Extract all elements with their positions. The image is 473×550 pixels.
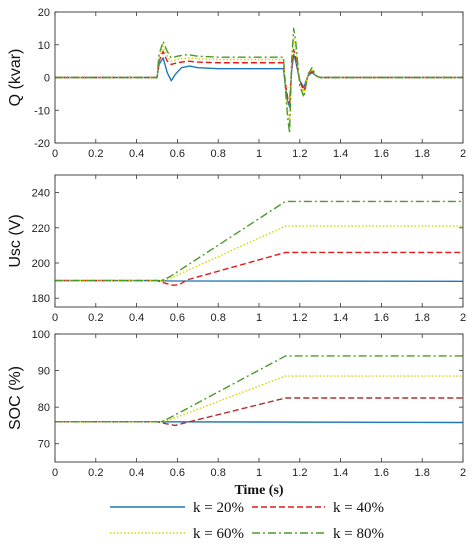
chart-panel-3: 0 0.2 0.4 0.6 0.8 1 1.2 1.4 1.6 1.8 2 70 80 90 100 SOC … [7,329,466,498]
x-tick-label: 0.4 [129,148,144,160]
series-line-k20 [55,279,463,282]
x-tick-label: 1.6 [374,312,389,324]
x-tick-label: 1.2 [292,467,307,479]
x-tick-label: 0.2 [88,467,103,479]
x-tick-label: 0.8 [211,148,226,160]
y-tick-label: 200 [32,258,50,270]
y-tick-label: 0 [44,73,50,85]
x-tick-label: 1.4 [333,312,348,324]
plot-area [55,175,463,307]
y-tick-label: 240 [32,188,50,200]
x-tick-label: 1.8 [415,467,430,479]
y-tick-label: 20 [38,7,50,19]
y-tick-label: -20 [34,138,50,150]
x-tick-label: 0.6 [170,312,185,324]
x-tick-label: 1.6 [374,467,389,479]
plot-frame [54,174,464,308]
series-line-k60 [55,37,463,125]
series-line-k40 [55,48,463,105]
x-tick-label: 0.4 [129,467,144,479]
x-tick-label: 2 [460,148,466,160]
series-line-k80 [55,200,463,282]
x-tick-label: 2 [460,467,466,479]
y-tick-label: 10 [38,40,50,52]
x-tick-label: 0 [52,148,58,160]
x-tick-label: 0.2 [88,148,103,160]
x-tick-label: 1.4 [333,467,348,479]
y-axis-label: Q (kvar) [7,49,24,107]
y-tick-label: 100 [32,329,50,341]
x-tick-label: 1 [256,148,262,160]
y-tick-label: 180 [32,293,50,305]
legend-label: k = 40% [333,500,384,516]
x-tick-label: 1 [256,467,262,479]
legend-label: k = 80% [333,526,384,542]
x-tick-label: 0.8 [211,467,226,479]
plot-area [55,334,463,462]
x-axis-label: Time (s) [234,483,283,498]
x-tick-label: 1.8 [415,148,430,160]
series-line-k20 [55,421,463,424]
x-tick-label: 1.6 [374,148,389,160]
plot-frame [54,11,464,144]
y-tick-label: 220 [32,223,50,235]
x-tick-label: 1.2 [292,312,307,324]
series-line-k80 [55,27,463,134]
legend: k = 20% k = 40% k = 60% k = 80% [110,500,384,542]
legend-label: k = 20% [193,500,244,516]
y-tick-label: 70 [38,439,50,451]
x-tick-label: 0.6 [170,148,185,160]
series-line-k80 [55,355,463,423]
x-tick-label: 0.4 [129,312,144,324]
y-tick-label: -10 [34,105,50,117]
x-tick-label: 0.6 [170,467,185,479]
legend-label: k = 60% [193,526,244,542]
x-tick-label: 1.2 [292,148,307,160]
x-tick-label: 1.4 [333,148,348,160]
x-tick-label: 1.8 [415,312,430,324]
chart-panel-2: 0 0.2 0.4 0.6 0.8 1 1.2 1.4 1.6 1.8 2 180 200 220 240 U… [7,174,466,324]
chart-panel-1: 0 0.2 0.4 0.6 0.8 1 1.2 1.4 1.6 1.8 2 -20 -10 0 10 20 Q … [7,7,466,160]
y-axis-label: SOC (%) [7,366,24,430]
y-tick-label: 80 [38,402,50,414]
x-tick-label: 0 [52,467,58,479]
y-axis-label: Usc (V) [7,214,24,267]
x-tick-label: 0 [52,312,58,324]
y-tick-label: 90 [38,366,50,378]
x-tick-label: 2 [460,312,466,324]
plot-frame [54,333,464,463]
x-tick-label: 0.8 [211,312,226,324]
x-tick-label: 0.2 [88,312,103,324]
x-tick-label: 1 [256,312,262,324]
